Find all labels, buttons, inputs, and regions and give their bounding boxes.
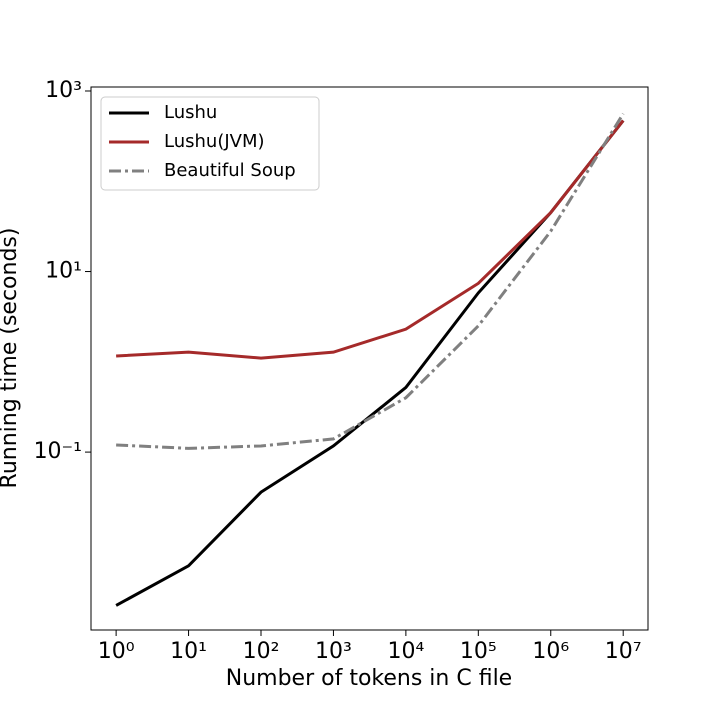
y-axis-label: Running time (seconds) (0, 228, 22, 489)
x-tick-label: 10³ (315, 639, 352, 664)
x-tick-label: 10¹ (170, 639, 207, 664)
legend-box (100, 96, 320, 191)
x-tick-label: 10⁶ (532, 639, 569, 664)
y-tick-label: 10¹ (45, 259, 82, 284)
y-tick-label: 10⁻¹ (34, 439, 82, 464)
y-tick-label: 10³ (45, 78, 82, 103)
series-line (116, 119, 625, 360)
x-tick-label: 10⁰ (98, 639, 135, 664)
x-axis-label: Number of tokens in C file (226, 666, 512, 691)
x-tick-label: 10² (243, 639, 280, 664)
x-tick-label: 10⁷ (605, 639, 642, 664)
series-line (115, 119, 625, 607)
legend-label: Lushu (164, 102, 217, 123)
x-tick-label: 10⁴ (387, 639, 424, 664)
legend-label: Lushu(JVM) (164, 131, 265, 152)
legend-label: Beautiful Soup (164, 160, 296, 181)
x-tick-label: 10⁵ (460, 639, 497, 664)
plot-frame (90, 86, 649, 631)
series-line (116, 112, 625, 450)
